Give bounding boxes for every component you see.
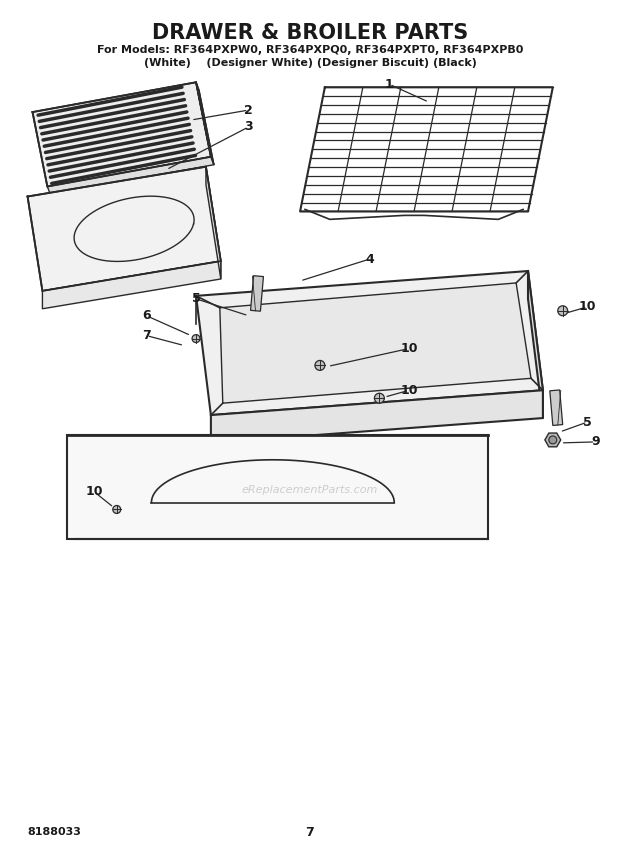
Polygon shape (250, 276, 264, 312)
Circle shape (549, 436, 557, 444)
Text: 5: 5 (192, 293, 200, 306)
Text: 7: 7 (142, 329, 151, 342)
Circle shape (558, 306, 568, 316)
Text: DRAWER & BROILER PARTS: DRAWER & BROILER PARTS (152, 22, 468, 43)
Polygon shape (67, 435, 489, 539)
Polygon shape (196, 271, 543, 415)
Circle shape (192, 335, 200, 342)
Polygon shape (528, 271, 543, 418)
Polygon shape (550, 390, 563, 425)
Text: 10: 10 (578, 300, 596, 313)
Polygon shape (47, 157, 214, 194)
Polygon shape (206, 167, 221, 279)
Circle shape (315, 360, 325, 371)
Polygon shape (42, 261, 221, 309)
Text: eReplacementParts.com: eReplacementParts.com (242, 484, 378, 495)
Text: 9: 9 (591, 436, 600, 449)
Text: (White)    (Designer White) (Designer Biscuit) (Black): (White) (Designer White) (Designer Biscu… (144, 58, 476, 68)
Text: 7: 7 (306, 826, 314, 839)
Text: 10: 10 (401, 383, 418, 396)
Text: 8188033: 8188033 (27, 828, 81, 837)
Text: 4: 4 (365, 253, 374, 265)
Polygon shape (545, 433, 560, 447)
Text: 10: 10 (85, 485, 103, 498)
Text: 2: 2 (244, 104, 253, 116)
Text: 10: 10 (401, 342, 418, 355)
Text: 3: 3 (244, 121, 253, 134)
Polygon shape (27, 167, 221, 291)
Polygon shape (32, 82, 211, 187)
Text: 6: 6 (142, 309, 151, 322)
Text: 5: 5 (583, 415, 592, 429)
Polygon shape (220, 283, 531, 403)
Polygon shape (196, 82, 214, 164)
Text: 1: 1 (385, 78, 394, 91)
Polygon shape (211, 390, 543, 443)
Circle shape (374, 393, 384, 403)
Text: For Models: RF364PXPW0, RF364PXPQ0, RF364PXPT0, RF364PXPB0: For Models: RF364PXPW0, RF364PXPQ0, RF36… (97, 45, 523, 55)
Circle shape (113, 506, 121, 514)
